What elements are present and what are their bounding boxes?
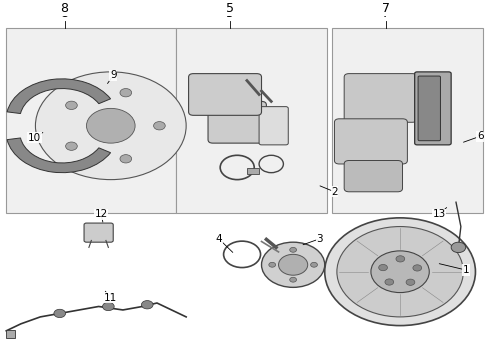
FancyBboxPatch shape xyxy=(331,28,482,213)
FancyBboxPatch shape xyxy=(207,102,266,143)
FancyBboxPatch shape xyxy=(6,28,176,213)
Text: 5: 5 xyxy=(225,2,233,15)
Text: 8: 8 xyxy=(61,2,68,15)
Text: 7: 7 xyxy=(381,2,389,15)
Circle shape xyxy=(412,265,421,271)
Circle shape xyxy=(54,309,65,318)
Circle shape xyxy=(310,262,317,267)
Circle shape xyxy=(102,302,114,311)
Circle shape xyxy=(395,256,404,262)
Circle shape xyxy=(384,279,393,285)
Circle shape xyxy=(378,265,386,271)
Circle shape xyxy=(35,72,186,180)
Circle shape xyxy=(278,255,307,275)
Circle shape xyxy=(261,242,324,287)
FancyBboxPatch shape xyxy=(344,74,416,122)
FancyBboxPatch shape xyxy=(84,223,113,242)
Text: 4: 4 xyxy=(215,234,222,244)
Circle shape xyxy=(405,279,414,285)
Text: 12: 12 xyxy=(94,210,107,219)
Text: 11: 11 xyxy=(104,293,117,303)
Circle shape xyxy=(289,277,296,282)
FancyBboxPatch shape xyxy=(334,119,407,164)
FancyBboxPatch shape xyxy=(246,168,259,174)
Text: 8: 8 xyxy=(61,7,68,20)
Circle shape xyxy=(450,242,465,253)
Text: 9: 9 xyxy=(110,70,116,80)
FancyBboxPatch shape xyxy=(176,28,326,213)
Text: 7: 7 xyxy=(381,7,389,20)
Wedge shape xyxy=(7,79,110,113)
Circle shape xyxy=(153,122,165,130)
Wedge shape xyxy=(7,138,110,173)
Text: 6: 6 xyxy=(476,131,483,141)
Circle shape xyxy=(289,247,296,252)
Text: 2: 2 xyxy=(330,187,337,197)
FancyBboxPatch shape xyxy=(188,74,261,115)
Text: 10: 10 xyxy=(28,133,41,143)
Text: 3: 3 xyxy=(316,234,323,244)
Circle shape xyxy=(268,262,275,267)
FancyBboxPatch shape xyxy=(259,107,287,145)
Circle shape xyxy=(120,89,131,97)
Circle shape xyxy=(120,155,131,163)
Circle shape xyxy=(370,251,428,293)
Circle shape xyxy=(324,218,474,325)
Text: 5: 5 xyxy=(225,7,233,20)
FancyBboxPatch shape xyxy=(417,76,440,141)
Circle shape xyxy=(86,108,135,143)
Circle shape xyxy=(65,101,77,109)
Circle shape xyxy=(141,301,153,309)
Circle shape xyxy=(65,142,77,150)
FancyBboxPatch shape xyxy=(6,330,15,338)
FancyBboxPatch shape xyxy=(414,72,450,145)
FancyBboxPatch shape xyxy=(344,161,402,192)
Text: 1: 1 xyxy=(462,265,468,275)
Circle shape xyxy=(336,226,462,317)
Text: 13: 13 xyxy=(431,210,445,219)
